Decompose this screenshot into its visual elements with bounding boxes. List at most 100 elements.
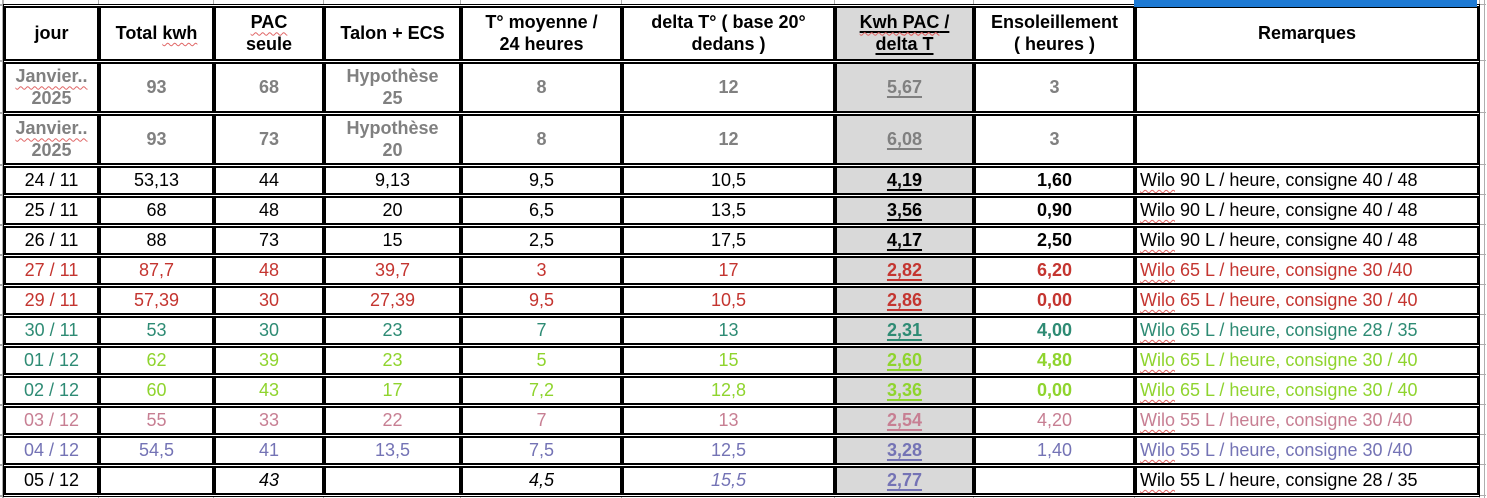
cell-pac[interactable]: 68 — [214, 62, 324, 113]
cell-soleil[interactable]: 4,80 — [974, 346, 1135, 375]
cell-remarques[interactable]: Wilo 65 L / heure, consigne 30 / 40 — [1135, 346, 1479, 375]
cell-soleil[interactable]: 2,50 — [974, 226, 1135, 255]
cell-jour[interactable]: 04 / 12 — [4, 436, 99, 465]
cell-kwhpac[interactable]: 2,60 — [835, 346, 974, 375]
cell-pac[interactable]: 41 — [214, 436, 324, 465]
cell-delta[interactable]: 17 — [622, 256, 835, 285]
cell-remarques[interactable]: Wilo 55 L / heure, consigne 30 /40 — [1135, 406, 1479, 435]
cell-total[interactable]: 60 — [99, 376, 214, 405]
cell-delta[interactable]: 13,5 — [622, 196, 835, 225]
cell-remarques[interactable]: Wilo 90 L / heure, consigne 40 / 48 — [1135, 196, 1479, 225]
column-header-kwhpac[interactable]: Kwh PAC / delta T — [835, 6, 974, 61]
cell-talon[interactable]: 15 — [324, 226, 461, 255]
cell-tmoy[interactable]: 7,2 — [461, 376, 622, 405]
cell-talon[interactable]: 22 — [324, 406, 461, 435]
cell-delta[interactable]: 10,5 — [622, 286, 835, 315]
cell-delta[interactable]: 15,5 — [622, 466, 835, 495]
cell-soleil[interactable]: 0,00 — [974, 286, 1135, 315]
cell-kwhpac[interactable]: 3,36 — [835, 376, 974, 405]
column-header-pac[interactable]: PAC seule — [214, 6, 324, 61]
cell-talon[interactable]: 17 — [324, 376, 461, 405]
cell-talon[interactable]: 27,39 — [324, 286, 461, 315]
column-header-remarques[interactable]: Remarques — [1135, 6, 1479, 61]
cell-total[interactable]: 93 — [99, 62, 214, 113]
cell-pac[interactable]: 73 — [214, 226, 324, 255]
cell-soleil[interactable] — [974, 466, 1135, 495]
cell-talon[interactable]: 23 — [324, 316, 461, 345]
cell-remarques[interactable]: Wilo 65 L / heure, consigne 30 / 40 — [1135, 376, 1479, 405]
cell-remarques[interactable]: Wilo 65 L / heure, consigne 30 / 40 — [1135, 286, 1479, 315]
cell-talon[interactable]: 23 — [324, 346, 461, 375]
cell-jour[interactable]: 27 / 11 — [4, 256, 99, 285]
cell-kwhpac[interactable]: 4,19 — [835, 166, 974, 195]
cell-kwhpac[interactable]: 2,82 — [835, 256, 974, 285]
cell-pac[interactable]: 43 — [214, 376, 324, 405]
cell-delta[interactable]: 13 — [622, 406, 835, 435]
cell-total[interactable]: 55 — [99, 406, 214, 435]
cell-total[interactable] — [99, 466, 214, 495]
cell-pac[interactable]: 73 — [214, 114, 324, 165]
cell-total[interactable]: 93 — [99, 114, 214, 165]
cell-pac[interactable]: 44 — [214, 166, 324, 195]
cell-total[interactable]: 53 — [99, 316, 214, 345]
cell-jour[interactable]: 26 / 11 — [4, 226, 99, 255]
cell-soleil[interactable]: 6,20 — [974, 256, 1135, 285]
cell-jour[interactable]: 02 / 12 — [4, 376, 99, 405]
cell-talon[interactable]: Hypothèse 20 — [324, 114, 461, 165]
cell-soleil[interactable]: 0,90 — [974, 196, 1135, 225]
cell-jour[interactable]: Janvier.. 2025 — [4, 62, 99, 113]
cell-kwhpac[interactable]: 5,67 — [835, 62, 974, 113]
cell-total[interactable]: 53,13 — [99, 166, 214, 195]
cell-tmoy[interactable]: 8 — [461, 114, 622, 165]
cell-jour[interactable]: 25 / 11 — [4, 196, 99, 225]
cell-tmoy[interactable]: 7 — [461, 316, 622, 345]
column-header-jour[interactable]: jour — [4, 6, 99, 61]
cell-tmoy[interactable]: 9,5 — [461, 286, 622, 315]
cell-pac[interactable]: 48 — [214, 196, 324, 225]
cell-total[interactable]: 57,39 — [99, 286, 214, 315]
cell-pac[interactable]: 30 — [214, 316, 324, 345]
cell-remarques[interactable]: Wilo 65 L / heure, consigne 28 / 35 — [1135, 316, 1479, 345]
cell-soleil[interactable]: 1,40 — [974, 436, 1135, 465]
cell-soleil[interactable]: 0,00 — [974, 376, 1135, 405]
column-header-soleil[interactable]: Ensoleillement( heures ) — [974, 6, 1135, 61]
cell-total[interactable]: 54,5 — [99, 436, 214, 465]
cell-kwhpac[interactable]: 2,86 — [835, 286, 974, 315]
cell-total[interactable]: 88 — [99, 226, 214, 255]
cell-total[interactable]: 62 — [99, 346, 214, 375]
cell-soleil[interactable]: 3 — [974, 114, 1135, 165]
cell-remarques[interactable] — [1135, 62, 1479, 113]
cell-remarques[interactable]: Wilo 90 L / heure, consigne 40 / 48 — [1135, 226, 1479, 255]
column-header-total[interactable]: Total kwh — [99, 6, 214, 61]
cell-tmoy[interactable]: 5 — [461, 346, 622, 375]
cell-soleil[interactable]: 4,00 — [974, 316, 1135, 345]
cell-talon[interactable]: 13,5 — [324, 436, 461, 465]
cell-remarques[interactable] — [1135, 114, 1479, 165]
cell-jour[interactable]: 29 / 11 — [4, 286, 99, 315]
cell-tmoy[interactable]: 3 — [461, 256, 622, 285]
cell-delta[interactable]: 17,5 — [622, 226, 835, 255]
cell-tmoy[interactable]: 9,5 — [461, 166, 622, 195]
column-header-tmoy[interactable]: T° moyenne /24 heures — [461, 6, 622, 61]
cell-talon[interactable]: 20 — [324, 196, 461, 225]
cell-talon[interactable]: 9,13 — [324, 166, 461, 195]
cell-delta[interactable]: 15 — [622, 346, 835, 375]
cell-delta[interactable]: 12 — [622, 114, 835, 165]
cell-delta[interactable]: 10,5 — [622, 166, 835, 195]
cell-tmoy[interactable]: 7,5 — [461, 436, 622, 465]
cell-kwhpac[interactable]: 3,28 — [835, 436, 974, 465]
cell-jour[interactable]: 03 / 12 — [4, 406, 99, 435]
cell-remarques[interactable]: Wilo 90 L / heure, consigne 40 / 48 — [1135, 166, 1479, 195]
cell-delta[interactable]: 12 — [622, 62, 835, 113]
cell-pac[interactable]: 43 — [214, 466, 324, 495]
cell-jour[interactable]: 30 / 11 — [4, 316, 99, 345]
cell-remarques[interactable]: Wilo 55 L / heure, consigne 30 /40 — [1135, 436, 1479, 465]
cell-soleil[interactable]: 4,20 — [974, 406, 1135, 435]
cell-tmoy[interactable]: 6,5 — [461, 196, 622, 225]
cell-kwhpac[interactable]: 3,56 — [835, 196, 974, 225]
cell-soleil[interactable]: 1,60 — [974, 166, 1135, 195]
cell-kwhpac[interactable]: 2,31 — [835, 316, 974, 345]
cell-kwhpac[interactable]: 2,77 — [835, 466, 974, 495]
cell-total[interactable]: 87,7 — [99, 256, 214, 285]
cell-talon[interactable] — [324, 466, 461, 495]
